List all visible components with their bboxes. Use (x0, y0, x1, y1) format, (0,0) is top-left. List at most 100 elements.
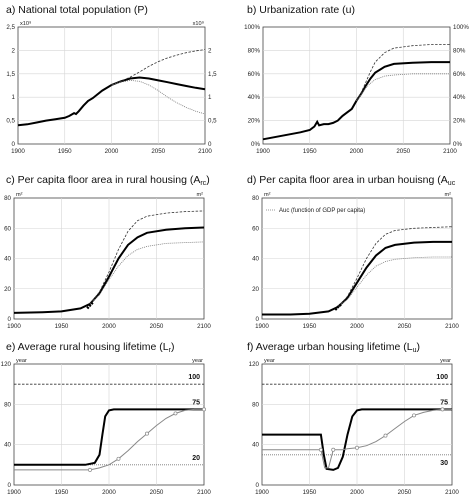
line-annotation: 75 (192, 399, 200, 406)
unit-label-right: year (440, 358, 451, 364)
x-tick: 2000 (350, 489, 364, 496)
series-line-high (89, 210, 205, 305)
y-tick-left: 60 (252, 225, 259, 232)
y-tick-left: 1,5 (6, 71, 15, 78)
panel-title-close: ) (206, 174, 210, 186)
y-tick-right: 100% (453, 24, 469, 31)
y-tick-right: 20% (453, 118, 466, 125)
y-tick-right: 80% (453, 47, 466, 54)
y-tick-left: 80 (252, 401, 259, 408)
x-tick: 1900 (256, 148, 270, 155)
unit-label-right: year (192, 358, 203, 364)
series-line-baseline (17, 76, 206, 127)
x-tick: 2100 (197, 489, 211, 496)
x-tick: 1900 (7, 323, 21, 330)
x-tick: 1900 (7, 489, 21, 496)
unit-label-left: year (264, 358, 275, 364)
series-point (412, 413, 416, 418)
panel-title-main: b) Urbanization rate (u) (247, 4, 355, 16)
legend-label: Auc (function of GDP per capita) (279, 208, 365, 214)
y-tick-left: 40 (252, 256, 259, 263)
line-annotation: 100 (436, 374, 448, 381)
panel-title-main: d) Per capita floor area in urban houisn… (247, 174, 448, 186)
line-annotation: 30 (440, 460, 448, 467)
y-tick-left: 0 (256, 316, 260, 323)
panel-title-main: e) Average rural housing lifetime (L (6, 341, 169, 353)
x-tick: 2050 (150, 323, 164, 330)
unit-label-right: m² (444, 192, 451, 198)
series-line-baseline (14, 408, 204, 466)
panel-title-subscript: uc (448, 180, 456, 187)
panel-e: e) Average rural housing lifetime (Lr) 0 4… (1, 341, 212, 496)
series-line-high (356, 44, 450, 101)
x-tick: 1950 (55, 323, 69, 330)
y-tick-left: 0 (12, 141, 16, 148)
series-point (355, 445, 359, 450)
y-tick-left: 80 (4, 401, 11, 408)
series-line-low (89, 241, 205, 305)
panel-title-main: f) Average urban housing lifetime (L (247, 341, 413, 353)
x-tick: 1900 (255, 489, 269, 496)
x-tick: 1950 (303, 489, 317, 496)
x-tick: 2100 (445, 323, 459, 330)
unit-label-left: m² (264, 192, 271, 198)
y-tick-right: 40% (453, 94, 466, 101)
y-tick-left: 40 (4, 442, 11, 449)
y-tick-left: 60% (248, 71, 261, 78)
panel-title: d) Per capita floor area in urban houisn… (247, 174, 456, 187)
panel-title-main: c) Per capita floor area in rural housin… (6, 174, 200, 186)
unit-label-left: x10⁹ (20, 20, 32, 27)
panel-b: b) Urbanization rate (u) 0% 0% 20% 20% 40% 40%… (244, 4, 469, 155)
y-tick-left: 80 (252, 195, 259, 202)
y-tick-right: 2 (208, 47, 212, 54)
y-tick-left: 120 (1, 361, 12, 368)
y-tick-right: 1,5 (208, 71, 217, 78)
series-point (440, 407, 445, 412)
y-tick-left: 0,5 (6, 118, 15, 125)
series-line-baseline (262, 61, 450, 141)
series-line-high (337, 226, 453, 308)
series-point (173, 411, 178, 416)
line-annotation: 100 (188, 374, 200, 381)
x-tick: 1950 (55, 489, 69, 496)
panel-title: a) National total population (P) (6, 4, 148, 16)
y-tick-left: 0 (8, 316, 12, 323)
series-point (88, 467, 92, 472)
x-tick: 2000 (102, 489, 116, 496)
x-tick: 2100 (198, 148, 212, 155)
y-tick-right: 0 (208, 141, 212, 148)
panel-title: c) Per capita floor area in rural housin… (6, 174, 210, 187)
y-tick-right: 0% (453, 141, 462, 148)
x-tick: 2050 (398, 489, 412, 496)
series-line-thick-short (86, 301, 94, 310)
x-tick: 1900 (255, 323, 269, 330)
x-tick: 2000 (105, 148, 119, 155)
x-tick: 2050 (151, 148, 165, 155)
series-point (318, 447, 323, 452)
series-point (383, 433, 388, 438)
panel-c: c) Per capita floor area in rural housin… (4, 174, 211, 330)
x-tick: 2050 (398, 323, 412, 330)
x-tick: 2000 (350, 148, 364, 155)
line-annotation: 75 (440, 399, 448, 406)
y-tick-left: 20% (248, 118, 261, 125)
x-tick: 1950 (58, 148, 72, 155)
y-tick-left: 80 (4, 195, 11, 202)
panel-d: d) Per capita floor area in urban houisn… (247, 174, 459, 330)
x-tick: 1900 (11, 148, 25, 155)
series-line-circles (262, 408, 452, 469)
y-tick-left: 60 (4, 225, 11, 232)
y-tick-left: 40% (248, 94, 261, 101)
panel-title: e) Average rural housing lifetime (Lr) (6, 341, 175, 354)
y-tick-left: 100% (244, 24, 260, 31)
panel-title-close: ) (416, 341, 420, 353)
panel-title-main: a) National total population (P) (6, 4, 148, 16)
x-tick: 1950 (303, 323, 317, 330)
series-line-low (337, 256, 452, 308)
y-tick-left: 40 (4, 256, 11, 263)
series-point (202, 407, 206, 412)
y-tick-left: 20 (252, 286, 259, 293)
series-point (331, 447, 336, 452)
series-line-low (111, 79, 206, 115)
series-line-circles (14, 408, 204, 471)
